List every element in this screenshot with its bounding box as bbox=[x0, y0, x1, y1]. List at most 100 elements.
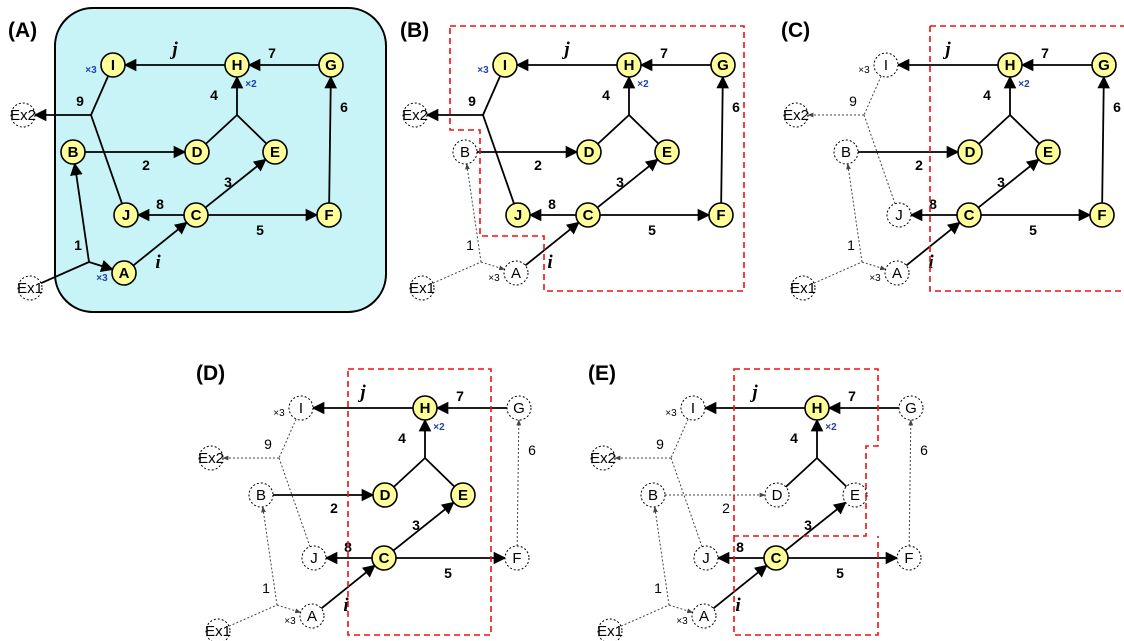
node-label-j: J bbox=[702, 550, 710, 567]
edge-label-4: 4 bbox=[210, 87, 218, 103]
edge-9-from-i bbox=[278, 418, 297, 459]
edge-label-2: 2 bbox=[915, 157, 923, 173]
edge-label-1: 1 bbox=[654, 580, 662, 596]
node-label-a: A bbox=[699, 608, 709, 625]
edge-label-6: 6 bbox=[920, 442, 928, 458]
node-a bbox=[691, 603, 717, 629]
node-c bbox=[956, 202, 982, 228]
edge-label-8: 8 bbox=[156, 196, 164, 212]
edge-1-from-ex1 bbox=[40, 261, 90, 284]
node-g bbox=[898, 395, 924, 421]
node-label-e: E bbox=[458, 487, 468, 504]
edge-4-from-e bbox=[424, 457, 456, 488]
edge-label-7: 7 bbox=[268, 45, 276, 61]
node-label-i: I bbox=[111, 57, 115, 74]
edge-1-to-b bbox=[653, 506, 670, 606]
node-d bbox=[957, 139, 983, 165]
node-label-f: F bbox=[512, 550, 521, 567]
node-g bbox=[318, 52, 344, 78]
node-label-e: E bbox=[270, 144, 280, 161]
node-d bbox=[184, 139, 210, 165]
edge-label-4: 4 bbox=[602, 87, 610, 103]
node-label-g: G bbox=[325, 57, 337, 74]
edge-label-i: i bbox=[547, 252, 553, 273]
node-f bbox=[1089, 202, 1115, 228]
edge-i bbox=[524, 221, 580, 267]
edge-i bbox=[905, 221, 961, 267]
edge-label-4: 4 bbox=[398, 430, 406, 446]
edge-label-9: 9 bbox=[264, 436, 272, 452]
edge-label-8: 8 bbox=[736, 539, 744, 555]
edge-label-3: 3 bbox=[804, 517, 812, 533]
multiplier-a: ×3 bbox=[488, 273, 500, 284]
edge-label-1: 1 bbox=[74, 237, 82, 253]
node-label-c: C bbox=[583, 207, 594, 224]
edge-9-from-i bbox=[90, 75, 109, 116]
node-g bbox=[1091, 52, 1117, 78]
edge-label-6: 6 bbox=[732, 99, 740, 115]
node-j bbox=[113, 202, 139, 228]
node-ex2 bbox=[198, 445, 224, 471]
multiplier-a: ×3 bbox=[284, 616, 296, 627]
node-i bbox=[873, 52, 899, 78]
edge-i bbox=[712, 564, 768, 610]
edge-6 bbox=[516, 419, 522, 547]
edge-1 bbox=[480, 261, 506, 271]
node-label-h: H bbox=[624, 57, 635, 74]
edge-label-7: 7 bbox=[660, 45, 668, 61]
node-g bbox=[710, 52, 736, 78]
multiplier-i: ×3 bbox=[858, 65, 870, 76]
node-label-ex2: Ex2 bbox=[10, 107, 36, 124]
multiplier-a: ×3 bbox=[676, 616, 688, 627]
node-label-d: D bbox=[192, 144, 203, 161]
node-label-i: I bbox=[503, 57, 507, 74]
edge-1-to-b bbox=[261, 506, 278, 606]
selection-box-e bbox=[733, 368, 879, 636]
node-j bbox=[693, 545, 719, 571]
edge-6 bbox=[324, 75, 337, 204]
edge-label-2: 2 bbox=[330, 500, 338, 516]
node-b bbox=[248, 482, 274, 508]
node-a bbox=[111, 260, 137, 286]
edge-label-j: j bbox=[942, 39, 951, 60]
node-ex2 bbox=[402, 102, 428, 128]
panel-label: (A) bbox=[8, 19, 37, 42]
node-i bbox=[492, 52, 518, 78]
node-d bbox=[372, 482, 398, 508]
node-g bbox=[506, 395, 532, 421]
edge-4-from-d bbox=[393, 457, 426, 488]
node-b bbox=[452, 139, 478, 165]
edge-label-9: 9 bbox=[656, 436, 664, 452]
node-ex1 bbox=[17, 275, 43, 301]
edge-label-7: 7 bbox=[848, 388, 856, 404]
edge-label-2: 2 bbox=[142, 157, 150, 173]
edge-9-from-i bbox=[863, 75, 882, 116]
node-label-d: D bbox=[772, 487, 783, 504]
edge-3 bbox=[977, 158, 1040, 209]
edge-label-5: 5 bbox=[444, 565, 452, 581]
node-e bbox=[654, 139, 680, 165]
edge-9-from-j bbox=[278, 457, 311, 547]
edge-label-7: 7 bbox=[456, 388, 464, 404]
node-h bbox=[804, 395, 830, 421]
node-e bbox=[262, 139, 288, 165]
node-label-d: D bbox=[584, 144, 595, 161]
node-f bbox=[316, 202, 342, 228]
node-label-c: C bbox=[379, 550, 390, 567]
selection-box-d bbox=[347, 368, 492, 636]
edge-9-from-j bbox=[90, 114, 123, 204]
node-b bbox=[60, 139, 86, 165]
edge-4-from-d bbox=[205, 114, 238, 145]
node-f bbox=[708, 202, 734, 228]
node-b bbox=[640, 482, 666, 508]
node-label-j: J bbox=[895, 207, 903, 224]
node-e bbox=[842, 482, 868, 508]
node-label-ex2: Ex2 bbox=[198, 450, 224, 467]
node-label-d: D bbox=[380, 487, 391, 504]
node-label-c: C bbox=[191, 207, 202, 224]
node-h bbox=[412, 395, 438, 421]
edge-6 bbox=[908, 419, 914, 547]
node-label-ex2: Ex2 bbox=[783, 107, 809, 124]
